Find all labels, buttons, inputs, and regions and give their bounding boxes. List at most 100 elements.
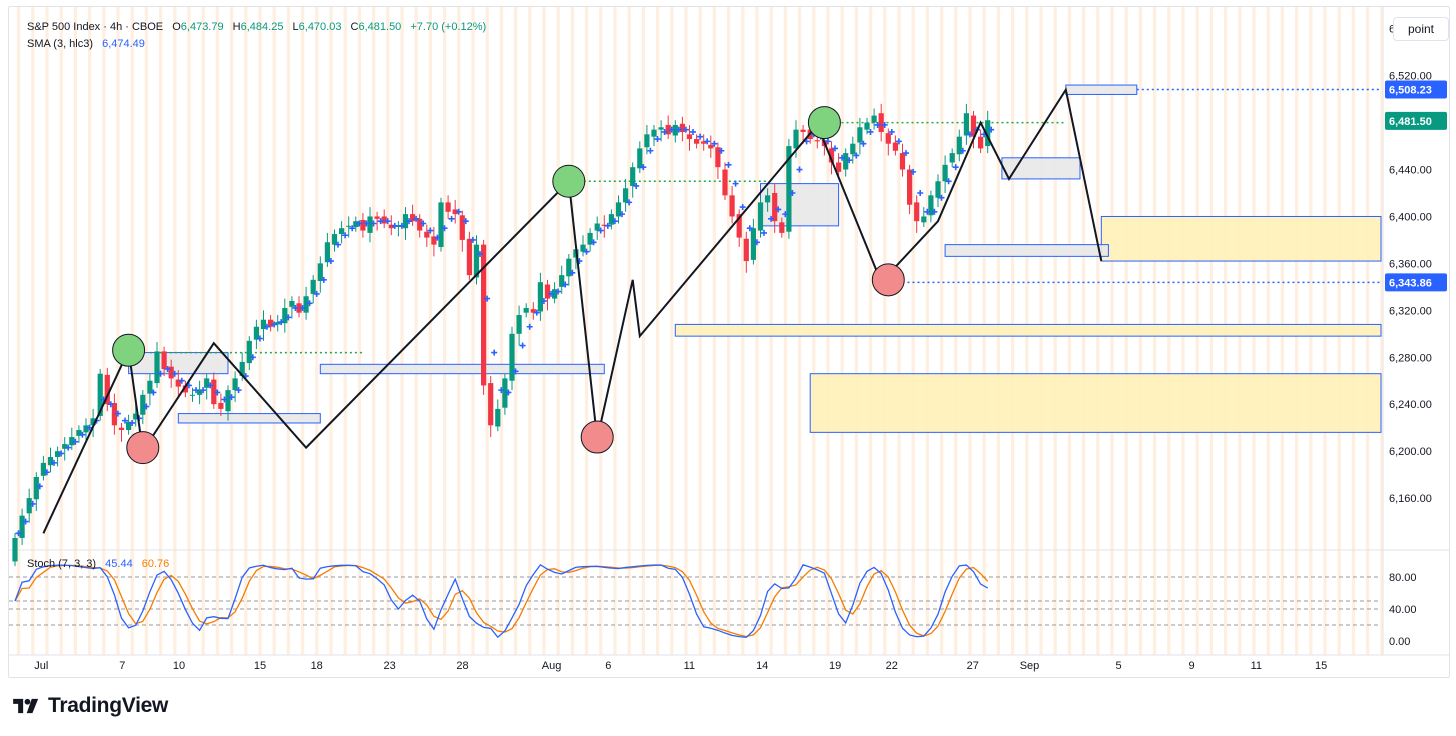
candle-body	[672, 124, 678, 136]
time-tick-label: 23	[383, 660, 395, 672]
price-chart[interactable]: 6,160.00 6,200.00 6,240.00 6,280.00 6,320.00…	[9, 7, 1449, 677]
session-band	[329, 7, 333, 655]
candle-body	[62, 444, 68, 449]
candle-body	[367, 216, 373, 233]
candle-body	[594, 223, 600, 231]
time-tick-label: 7	[119, 660, 125, 672]
sma-marker	[704, 138, 711, 145]
candle-body	[928, 195, 934, 216]
candle-body	[665, 124, 671, 135]
sma-marker	[959, 147, 966, 154]
candle-body	[850, 143, 856, 155]
candle-body	[282, 307, 288, 324]
session-band	[627, 7, 631, 655]
price-badge-label: 6,481.50	[1389, 116, 1432, 128]
session-band	[570, 7, 574, 655]
sma-marker	[462, 218, 469, 225]
sma-label: SMA (3, hlc3)	[27, 38, 94, 50]
candle-body	[694, 139, 700, 144]
zigzag-line	[42, 87, 1103, 534]
sma-marker	[633, 182, 640, 189]
stoch-k-value: 45.44	[105, 558, 133, 570]
candle-body	[97, 373, 103, 416]
candle-body	[871, 115, 877, 123]
sma-marker	[157, 370, 164, 377]
sma-marker	[228, 394, 235, 401]
session-band	[17, 7, 21, 655]
session-band	[88, 7, 92, 655]
sma-marker	[264, 323, 270, 330]
candle-body	[417, 218, 423, 231]
low-value: L6,470.03	[292, 21, 342, 33]
candle-body	[608, 214, 614, 225]
candle-body	[83, 425, 89, 433]
candle-body	[843, 153, 849, 170]
candle-body	[530, 309, 536, 313]
sma-marker	[917, 190, 924, 196]
candle-body	[566, 258, 572, 277]
price-tick-label: 6,400.00	[1389, 211, 1432, 223]
candle-body	[857, 127, 863, 143]
sma-marker	[406, 218, 412, 225]
candle-body	[772, 193, 778, 222]
candle-body	[388, 224, 394, 229]
price-zone	[177, 413, 321, 424]
candle-body	[765, 195, 771, 203]
time-tick-label: 28	[456, 660, 468, 672]
candle-body	[630, 167, 636, 186]
candle-body	[892, 142, 898, 151]
candle-body	[381, 216, 387, 224]
tradingview-brand[interactable]: TradingView	[12, 694, 168, 718]
session-band	[272, 7, 276, 655]
session-band	[230, 7, 234, 655]
candle-body	[260, 319, 267, 330]
session-band	[1380, 7, 1384, 655]
session-band	[542, 7, 546, 655]
candle-body	[956, 136, 962, 155]
sma-marker	[988, 126, 995, 133]
sma-marker	[895, 138, 902, 145]
session-band	[386, 7, 390, 655]
time-tick-label: 19	[829, 660, 841, 672]
session-band	[457, 7, 461, 655]
candle-body	[140, 394, 146, 415]
candle-body	[239, 361, 245, 377]
price-tick-label: 6,280.00	[1389, 352, 1432, 364]
sma-marker	[711, 140, 718, 147]
chart-frame[interactable]: 6,160.00 6,200.00 6,240.00 6,280.00 6,320.00…	[8, 6, 1450, 678]
sma-marker	[611, 218, 618, 225]
time-tick-label: 9	[1188, 660, 1194, 672]
session-band	[315, 7, 319, 655]
scale-mode-button[interactable]: point	[1393, 17, 1449, 41]
candle-body	[175, 379, 181, 387]
candle-body	[516, 315, 522, 334]
session-band	[613, 7, 617, 655]
session-band	[258, 7, 262, 655]
candle-body	[623, 188, 629, 203]
candle-body	[303, 296, 309, 313]
session-band	[372, 7, 376, 655]
sma-marker	[924, 208, 931, 215]
candle-body	[69, 437, 75, 446]
candle-body	[921, 216, 927, 223]
candle-body	[651, 129, 657, 137]
candle-body	[828, 148, 835, 163]
session-band	[499, 7, 503, 655]
price-badge-label: 6,343.86	[1389, 277, 1432, 289]
candle-body	[289, 300, 295, 307]
sma-marker	[860, 140, 867, 147]
sma-marker	[150, 389, 157, 396]
sma-marker	[391, 222, 398, 229]
sma-marker	[505, 389, 512, 396]
sma-marker	[384, 218, 391, 225]
sma-marker	[931, 208, 938, 215]
sma-marker	[15, 530, 22, 537]
sma-marker	[526, 323, 533, 330]
sma-marker	[966, 131, 973, 138]
candle-body	[899, 153, 906, 170]
candle-body	[161, 351, 167, 369]
sma-marker	[867, 128, 874, 135]
brand-name: TradingView	[48, 694, 169, 717]
sma-marker	[619, 211, 625, 218]
sma-marker	[214, 389, 221, 396]
